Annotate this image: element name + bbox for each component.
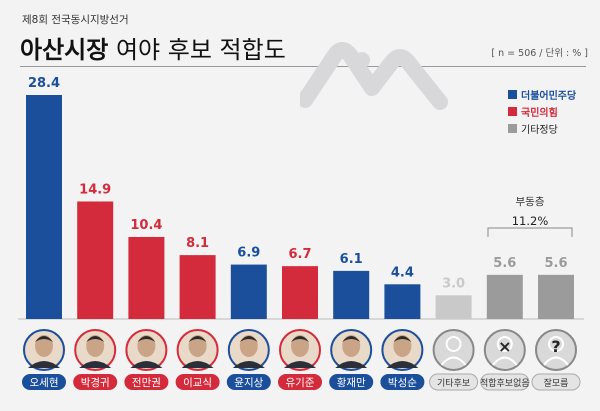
supertitle: 제8회 전국동시지방선거 <box>22 14 129 26</box>
tick-label: 황재만 <box>337 377 366 389</box>
name-pill <box>429 373 479 391</box>
hair-shape <box>188 336 207 342</box>
value-label: 28.4 <box>28 76 60 91</box>
tick-label: 기타후보 <box>437 378 470 389</box>
x-mark-icon: × <box>498 337 511 356</box>
hair-shape <box>137 336 156 342</box>
body-outline <box>543 356 569 366</box>
legend-swatch <box>508 107 517 116</box>
legend-item-democratic: 더불어민주당 <box>508 86 576 103</box>
value-label: 5.6 <box>493 256 516 271</box>
bar <box>77 201 114 319</box>
face-shape <box>393 335 412 357</box>
name-pill <box>22 374 66 390</box>
bar <box>384 284 421 319</box>
legend-label: 국민의힘 <box>521 108 558 119</box>
tick-label: 박경귀 <box>81 376 110 389</box>
legend-item-other: 기타정당 <box>508 120 576 137</box>
title-subject: 여야 후보 적합도 <box>115 36 286 64</box>
value-label: 6.7 <box>288 247 311 262</box>
suit-shape <box>130 361 163 368</box>
head-outline <box>548 336 564 352</box>
suit-shape <box>28 361 60 368</box>
value-label: 8.1 <box>186 236 209 251</box>
legend-swatch <box>508 124 517 133</box>
head-outline <box>496 336 513 352</box>
sample-note: [ n = 506 / 단위 : % ] <box>491 48 588 59</box>
undecided-bracket: 부동층 11.2% <box>487 196 573 237</box>
suit-shape <box>386 361 419 368</box>
name-pill <box>73 374 118 390</box>
name-pill <box>175 374 220 390</box>
face-shape <box>86 335 105 357</box>
hair-shape <box>393 336 412 342</box>
name-pill <box>480 373 530 391</box>
name-pill <box>278 374 322 390</box>
hair-shape <box>291 336 309 342</box>
name-pill <box>124 374 169 390</box>
suit-shape <box>335 361 368 368</box>
face-shape <box>239 335 258 357</box>
legend-item-ppp: 국민의힘 <box>508 103 576 120</box>
undecided-value: 11.2% <box>512 214 549 228</box>
bar <box>179 255 216 319</box>
legend-label: 기타정당 <box>521 125 558 136</box>
face-shape <box>342 335 361 357</box>
value-label: 10.4 <box>130 218 162 233</box>
suit-shape <box>232 361 265 368</box>
name-pill <box>531 373 581 391</box>
head-outline <box>445 336 462 352</box>
bar <box>486 274 523 319</box>
undecided-label: 부동층 <box>516 196 545 208</box>
bar <box>128 236 165 319</box>
value-label: 6.1 <box>340 252 363 267</box>
name-pill <box>226 374 271 390</box>
face-shape <box>291 335 309 357</box>
bar <box>435 295 472 319</box>
title-divider <box>20 66 586 67</box>
page-title: 아산시장 여야 후보 적합도 <box>20 30 286 65</box>
suit-shape <box>79 361 112 368</box>
tick-label: 유기준 <box>286 377 315 389</box>
tick-label: 박성순 <box>388 377 417 389</box>
tick-label: 적합후보없음 <box>480 377 530 389</box>
hair-shape <box>35 336 53 342</box>
value-label: 6.9 <box>237 246 260 261</box>
body-outline <box>440 356 467 366</box>
value-label: 4.4 <box>391 265 414 280</box>
face-shape <box>35 335 53 357</box>
legend: 더불어민주당 국민의힘 기타정당 <box>508 86 576 137</box>
tick-label: 이교식 <box>183 377 212 389</box>
body-outline <box>492 356 518 366</box>
suit-shape <box>181 361 214 368</box>
bar <box>230 264 267 319</box>
bar <box>538 274 574 319</box>
hair-shape <box>342 336 361 342</box>
tick-label: 잘모름 <box>544 377 569 389</box>
header: 제8회 전국동시지방선거 아산시장 여야 후보 적합도 [ n = 506 / … <box>0 0 600 90</box>
value-label: 14.9 <box>79 182 111 197</box>
value-label: 5.6 <box>544 256 567 271</box>
question-mark-icon: ? <box>551 337 560 356</box>
name-pill <box>329 374 374 390</box>
bar <box>26 95 62 319</box>
legend-swatch <box>508 90 517 99</box>
tick-label: 오세현 <box>30 377 59 389</box>
hair-shape <box>239 336 258 342</box>
face-shape <box>188 335 207 357</box>
tick-label: 윤지상 <box>234 377 263 389</box>
value-label: 3.0 <box>442 276 465 291</box>
title-city: 아산시장 <box>20 36 109 64</box>
bar <box>333 270 370 319</box>
name-pill <box>380 374 425 390</box>
tick-label: 전만권 <box>132 377 161 389</box>
watermark-logo-icon <box>300 42 448 110</box>
bar <box>282 266 318 319</box>
suit-shape <box>284 361 316 368</box>
face-shape <box>137 335 156 357</box>
hair-shape <box>86 336 105 342</box>
legend-label: 더불어민주당 <box>521 91 577 102</box>
